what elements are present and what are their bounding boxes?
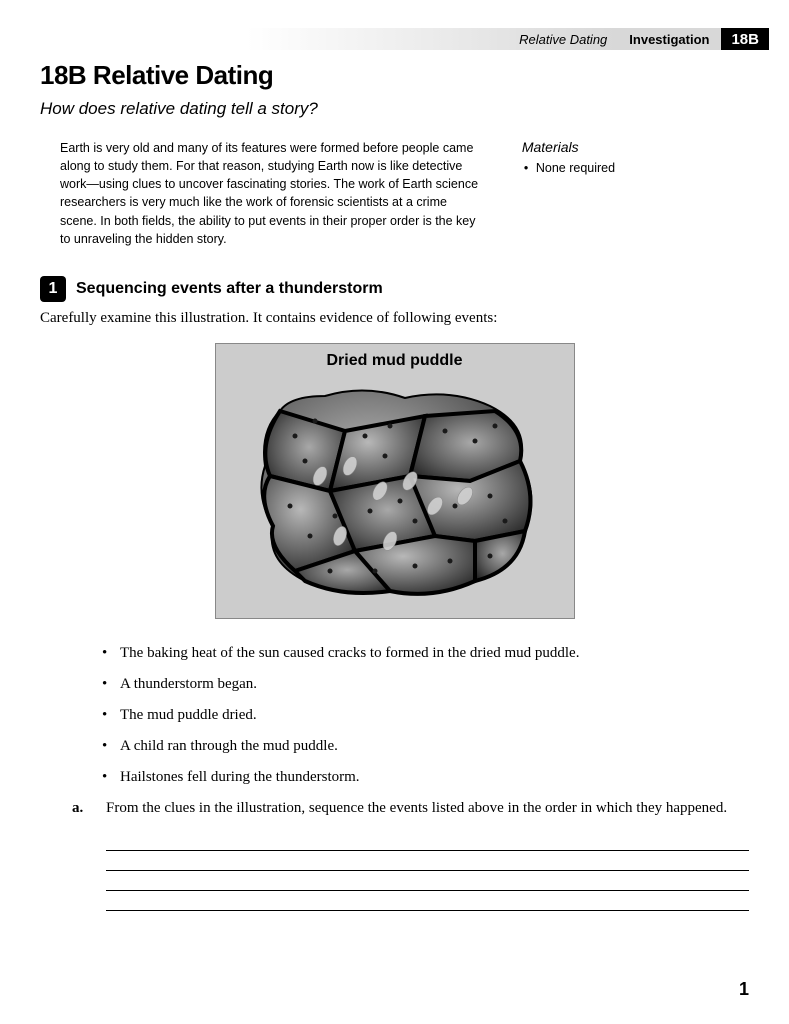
header-bar: Relative Dating Investigation 18B [0,28,789,50]
header-topic: Relative Dating [0,28,617,50]
event-item: A child ran through the mud puddle. [120,736,749,757]
materials-heading: Materials [522,139,749,155]
page-subtitle: How does relative dating tell a story? [40,99,749,119]
event-item: The mud puddle dried. [120,705,749,726]
question-a: a. From the clues in the illustration, s… [40,798,749,819]
answer-line[interactable] [106,833,749,851]
materials-block: Materials None required [522,139,749,248]
answer-lines [40,833,749,911]
event-item: The baking heat of the sun caused cracks… [120,643,749,664]
events-list: The baking heat of the sun caused cracks… [40,643,749,788]
header-label: Investigation [617,28,721,50]
question-letter: a. [72,798,90,819]
section-instruction: Carefully examine this illustration. It … [40,310,749,327]
answer-line[interactable] [106,853,749,871]
page-number: 1 [739,979,749,1000]
event-item: Hailstones fell during the thunderstorm. [120,767,749,788]
section-1-heading: 1 Sequencing events after a thunderstorm [40,276,749,302]
answer-line[interactable] [106,873,749,891]
header-code: 18B [721,28,769,50]
materials-item: None required [522,161,749,175]
answer-line[interactable] [106,893,749,911]
question-text: From the clues in the illustration, sequ… [106,798,727,819]
mud-puddle-figure: Dried mud puddle [215,343,575,619]
intro-paragraph: Earth is very old and many of its featur… [60,139,482,248]
event-item: A thunderstorm began. [120,674,749,695]
section-title: Sequencing events after a thunderstorm [76,280,383,298]
figure-title: Dried mud puddle [228,352,562,370]
mud-puddle-illustration [235,376,555,606]
page-title: 18B Relative Dating [40,60,749,91]
section-number-badge: 1 [40,276,66,302]
